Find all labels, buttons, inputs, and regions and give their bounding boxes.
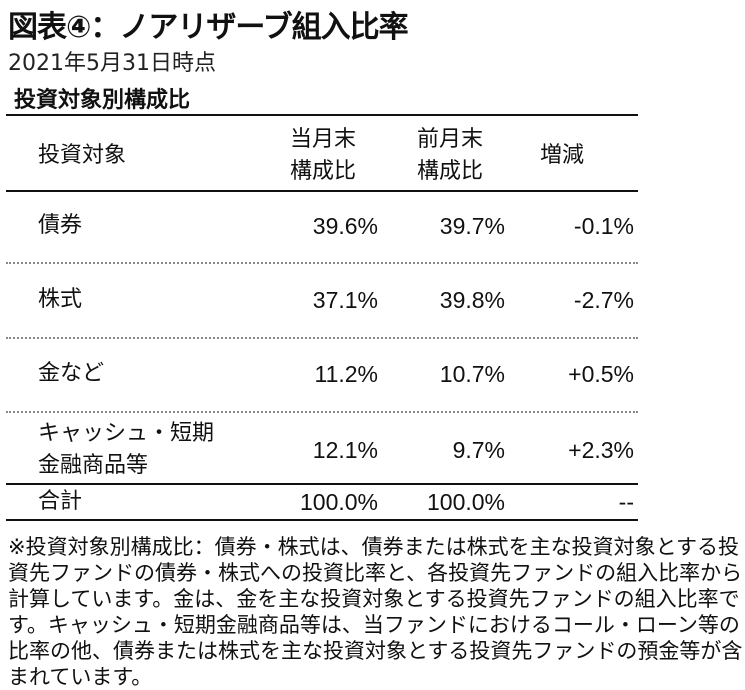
as-of-date: 2021年5月31日時点	[8, 51, 216, 76]
row-change: -0.1%	[573, 213, 634, 239]
header-divider	[6, 190, 638, 192]
row-change: -2.7%	[573, 287, 634, 313]
total-divider	[6, 483, 638, 485]
row-current: 12.1%	[312, 437, 378, 463]
row-label: 債券	[38, 213, 83, 238]
total-current: 100.0%	[299, 489, 378, 515]
header-current-line1: 当月末	[289, 127, 356, 152]
total-previous: 100.0%	[426, 489, 505, 515]
footnote: ※投資対象別構成比：債券・株式は、債券または株式を主な投資対象とする投資先ファン…	[8, 535, 743, 689]
row-label: 金など	[38, 361, 105, 386]
row-current: 39.6%	[312, 213, 378, 239]
row-previous: 10.7%	[439, 361, 505, 387]
row-label-line2: 金融商品等	[38, 453, 149, 478]
header-current-line2: 構成比	[289, 159, 356, 184]
row-divider	[6, 262, 638, 264]
table-bottom-border	[6, 519, 638, 521]
row-previous: 39.7%	[439, 213, 505, 239]
row-previous: 39.8%	[439, 287, 505, 313]
row-current: 37.1%	[312, 287, 378, 313]
row-current: 11.2%	[314, 361, 378, 387]
section-title: 投資対象別構成比	[14, 88, 191, 113]
header-previous-line1: 前月末	[416, 127, 483, 152]
table-top-border	[6, 114, 638, 116]
row-label: キャッシュ・短期	[38, 421, 215, 446]
row-divider	[6, 337, 638, 339]
row-previous: 9.7%	[452, 437, 505, 463]
header-change: 増減	[540, 143, 585, 168]
row-divider	[6, 411, 638, 413]
page-title: 図表④：ノアリザーブ組入比率	[8, 10, 409, 45]
row-change: +2.3%	[568, 437, 634, 463]
header-previous-line2: 構成比	[416, 159, 483, 184]
row-change: +0.5%	[568, 361, 634, 387]
header-target: 投資対象	[38, 143, 127, 168]
total-change: --	[618, 489, 634, 515]
row-label: 株式	[38, 287, 83, 312]
total-label: 合計	[38, 489, 83, 514]
